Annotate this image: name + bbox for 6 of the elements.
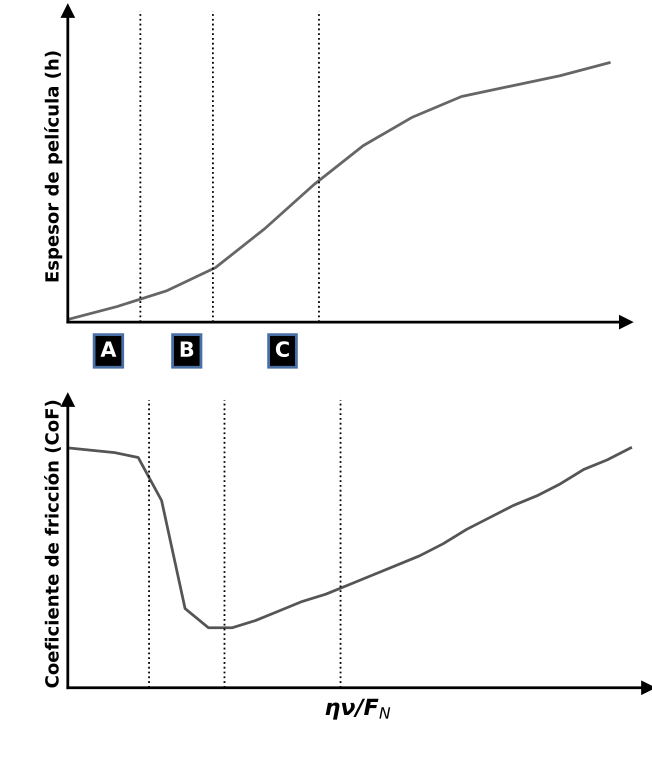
text: A [100,342,116,357]
text: C [276,341,289,357]
text: B [180,342,194,357]
y-axis-title: Espesor de película (h) [44,51,62,282]
x-axis-title: ην/F$_{N}$ [326,698,390,720]
y-axis-title: Coeficiente de fricción (CoF) [44,400,61,688]
